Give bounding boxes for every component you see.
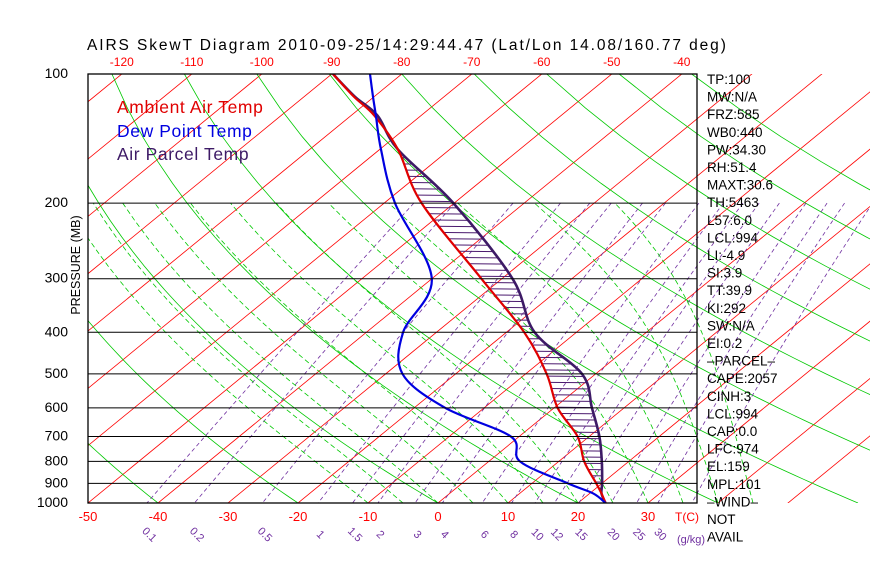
svg-text:EI:0.2: EI:0.2 — [707, 336, 742, 351]
svg-text:MPL:101: MPL:101 — [707, 477, 761, 492]
svg-text:800: 800 — [45, 452, 69, 468]
svg-text:LCL:994: LCL:994 — [707, 230, 759, 245]
svg-text:500: 500 — [45, 365, 69, 381]
svg-text:AIRS SkewT Diagram 2010-09-25/: AIRS SkewT Diagram 2010-09-25/14:29:44.4… — [87, 37, 728, 54]
svg-text:MW:N/A: MW:N/A — [707, 90, 757, 105]
svg-text:-10: -10 — [359, 509, 378, 524]
svg-text:–PARCEL–: –PARCEL– — [707, 354, 776, 369]
svg-text:AVAIL: AVAIL — [707, 530, 744, 545]
svg-text:Air Parcel Temp: Air Parcel Temp — [117, 144, 249, 164]
svg-text:SW:N/A: SW:N/A — [707, 318, 755, 333]
svg-text:TP:100: TP:100 — [707, 72, 751, 87]
svg-text:MAXT:30.6: MAXT:30.6 — [707, 178, 773, 193]
svg-text:30: 30 — [641, 509, 655, 524]
svg-text:300: 300 — [45, 270, 69, 286]
svg-text:-100: -100 — [250, 55, 274, 69]
svg-text:10: 10 — [501, 509, 515, 524]
svg-text:Dew Point Temp: Dew Point Temp — [117, 121, 253, 141]
svg-text:CAPE:2057: CAPE:2057 — [707, 371, 778, 386]
svg-text:100: 100 — [45, 65, 69, 81]
svg-text:-80: -80 — [393, 55, 411, 69]
svg-text:700: 700 — [45, 428, 69, 444]
svg-text:T(C): T(C) — [675, 510, 699, 524]
svg-text:PW:34.30: PW:34.30 — [707, 142, 766, 157]
svg-text:FRZ:585: FRZ:585 — [707, 107, 760, 122]
svg-text:TH:5463: TH:5463 — [707, 195, 759, 210]
svg-text:Ambient Air Temp: Ambient Air Temp — [117, 97, 263, 117]
svg-text:-50: -50 — [79, 509, 98, 524]
svg-text:900: 900 — [45, 474, 69, 490]
svg-text:1000: 1000 — [37, 494, 68, 510]
svg-text:200: 200 — [45, 194, 69, 210]
svg-text:-20: -20 — [289, 509, 308, 524]
svg-text:20: 20 — [571, 509, 585, 524]
svg-text:KI:292: KI:292 — [707, 301, 746, 316]
svg-text:-120: -120 — [110, 55, 134, 69]
svg-text:-110: -110 — [180, 55, 203, 69]
svg-text:PRESSURE (MB): PRESSURE (MB) — [69, 215, 83, 314]
svg-text:(g/kg): (g/kg) — [677, 534, 705, 546]
svg-text:-40: -40 — [149, 509, 168, 524]
svg-text:-40: -40 — [673, 55, 691, 69]
svg-text:CINH:3: CINH:3 — [707, 389, 751, 404]
svg-text:L57:6.0: L57:6.0 — [707, 213, 752, 228]
svg-text:-30: -30 — [219, 509, 238, 524]
svg-text:LFC:974: LFC:974 — [707, 442, 759, 457]
svg-text:TT:39.9: TT:39.9 — [707, 283, 752, 298]
svg-text:LCL:994: LCL:994 — [707, 406, 759, 421]
svg-text:400: 400 — [45, 323, 69, 339]
svg-text:WB0:440: WB0:440 — [707, 125, 763, 140]
svg-text:-90: -90 — [323, 55, 341, 69]
svg-text:-60: -60 — [533, 55, 551, 69]
svg-text:-70: -70 — [463, 55, 481, 69]
svg-text:LI:-4.9: LI:-4.9 — [707, 248, 745, 263]
svg-text:–WIND–: –WIND– — [707, 494, 758, 509]
svg-text:EL:159: EL:159 — [707, 459, 750, 474]
svg-text:SI:3.9: SI:3.9 — [707, 266, 742, 281]
svg-text:0: 0 — [434, 509, 441, 524]
svg-text:NOT: NOT — [707, 512, 736, 527]
svg-text:RH:51.4: RH:51.4 — [707, 160, 757, 175]
svg-text:CAP:0.0: CAP:0.0 — [707, 424, 757, 439]
svg-text:600: 600 — [45, 399, 69, 415]
svg-text:-50: -50 — [603, 55, 621, 69]
